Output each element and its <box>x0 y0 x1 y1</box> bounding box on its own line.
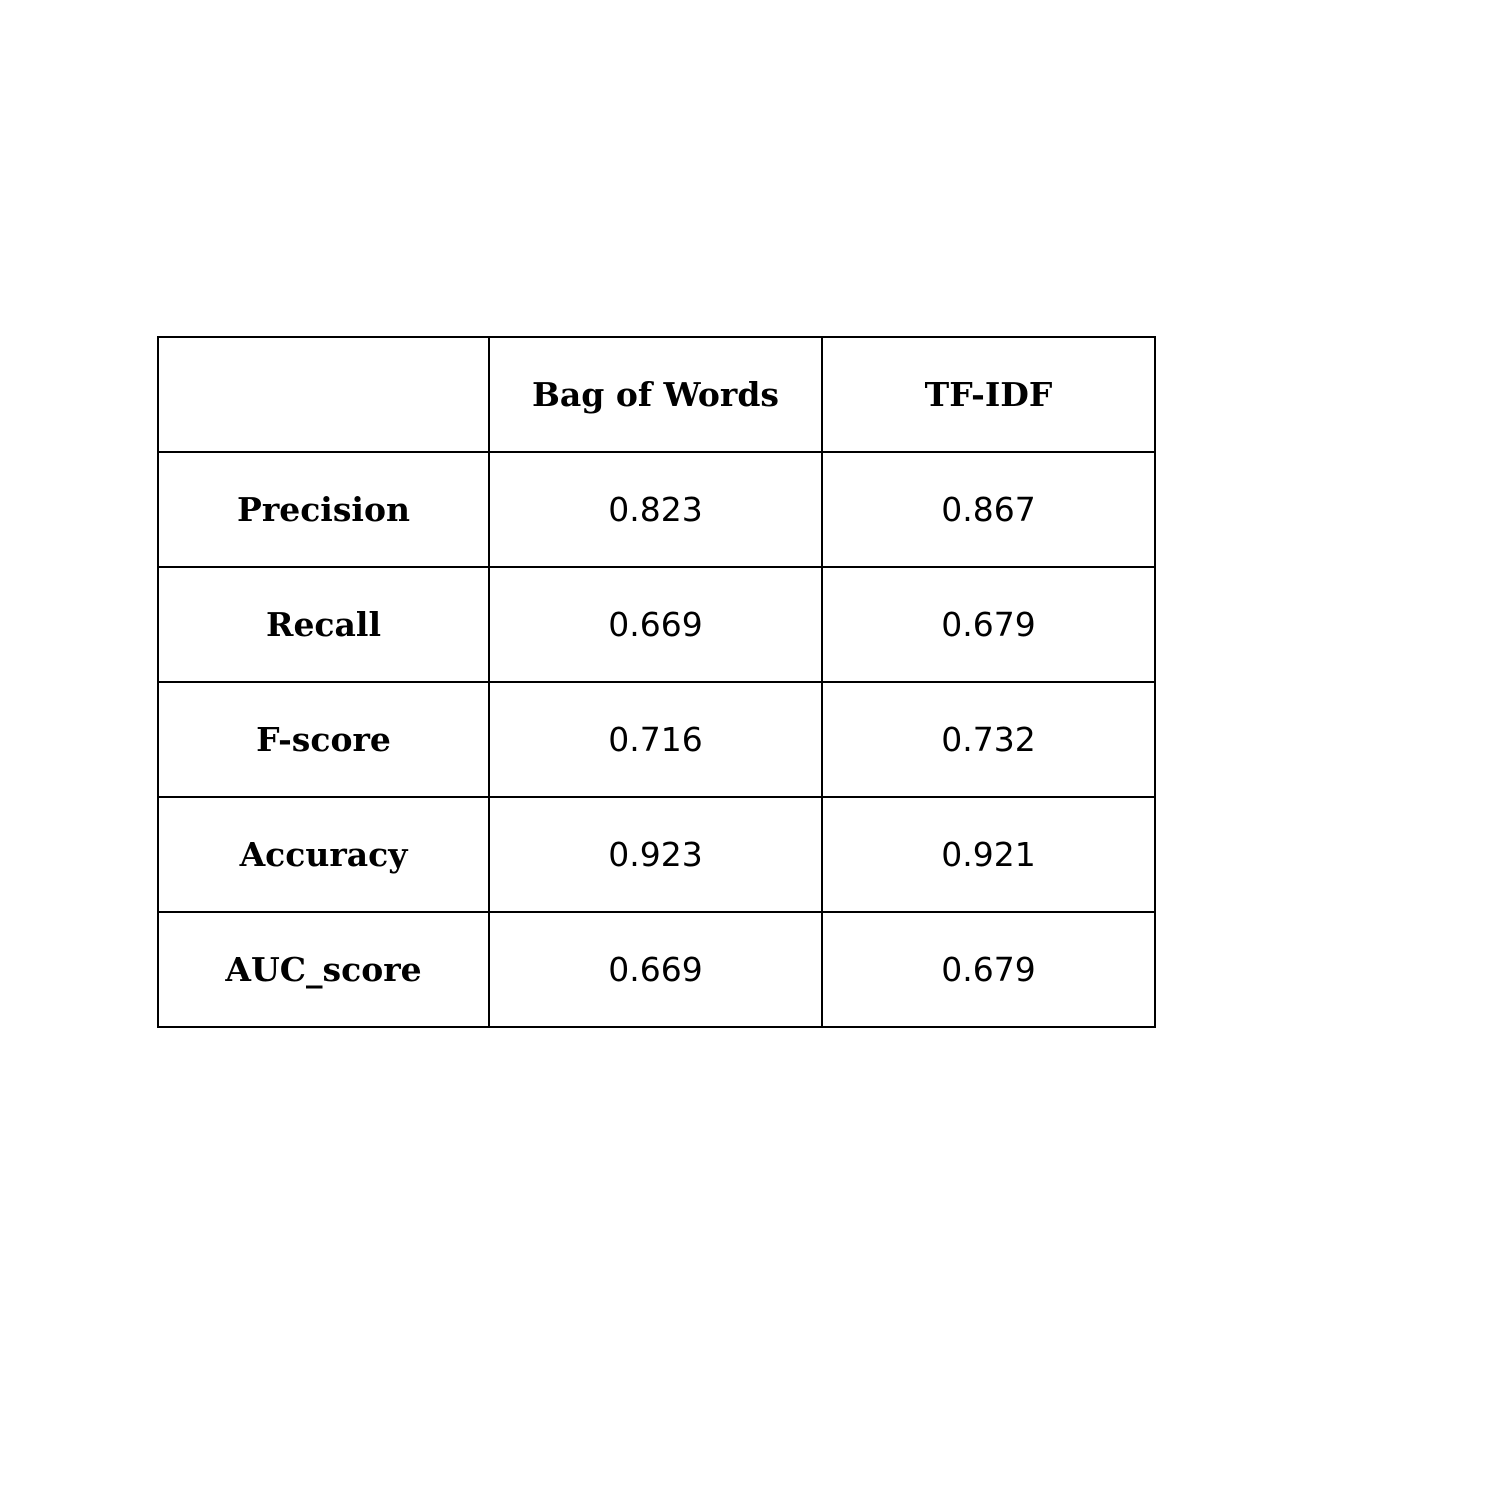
header-bag-of-words: Bag of Words <box>488 336 823 453</box>
precision-bag-of-words-value: 0.823 <box>488 451 823 568</box>
accuracy-tf-idf-value: 0.921 <box>821 796 1156 913</box>
header-corner-cell <box>157 336 490 453</box>
row-label-auc-score: AUC_score <box>157 911 490 1028</box>
accuracy-bag-of-words-value: 0.923 <box>488 796 823 913</box>
table-row: Recall 0.669 0.679 <box>157 566 1156 683</box>
table-row: Accuracy 0.923 0.921 <box>157 796 1156 913</box>
row-label-precision: Precision <box>157 451 490 568</box>
table-row: AUC_score 0.669 0.679 <box>157 911 1156 1028</box>
precision-tf-idf-value: 0.867 <box>821 451 1156 568</box>
metrics-comparison-table: Bag of Words TF-IDF Precision 0.823 0.86… <box>157 336 1156 1028</box>
table-row: Precision 0.823 0.867 <box>157 451 1156 568</box>
table-header-row: Bag of Words TF-IDF <box>157 336 1156 453</box>
row-label-recall: Recall <box>157 566 490 683</box>
f-score-bag-of-words-value: 0.716 <box>488 681 823 798</box>
auc-score-bag-of-words-value: 0.669 <box>488 911 823 1028</box>
header-tf-idf: TF-IDF <box>821 336 1156 453</box>
recall-bag-of-words-value: 0.669 <box>488 566 823 683</box>
row-label-f-score: F-score <box>157 681 490 798</box>
auc-score-tf-idf-value: 0.679 <box>821 911 1156 1028</box>
table-row: F-score 0.716 0.732 <box>157 681 1156 798</box>
f-score-tf-idf-value: 0.732 <box>821 681 1156 798</box>
row-label-accuracy: Accuracy <box>157 796 490 913</box>
recall-tf-idf-value: 0.679 <box>821 566 1156 683</box>
